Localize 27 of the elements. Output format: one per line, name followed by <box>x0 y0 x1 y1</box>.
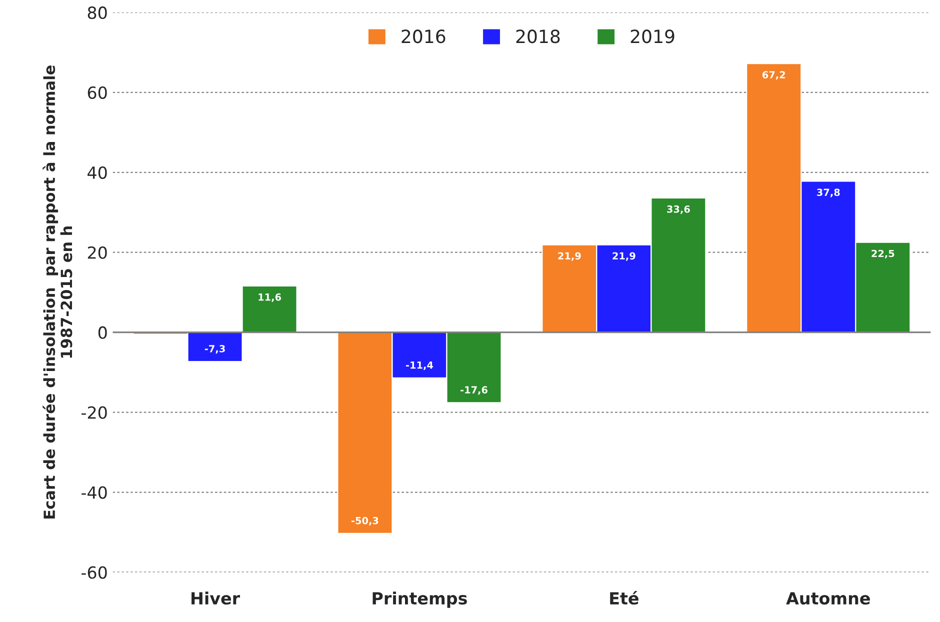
x-tick-label: Hiver <box>192 592 240 605</box>
data-label: 67,2 <box>762 71 786 80</box>
x-tick-label: Printemps <box>372 592 467 608</box>
legend-label: 2019 <box>630 30 674 44</box>
data-label: 22,5 <box>872 250 894 258</box>
data-label: -50,3 <box>351 516 378 526</box>
legend-label: 2018 <box>516 30 560 44</box>
data-label: 37,8 <box>817 188 840 198</box>
data-label: -7,3 <box>204 344 225 354</box>
legend-label: 2016 <box>402 30 446 44</box>
data-label: -17,6 <box>460 386 488 395</box>
x-tick-label: Eté <box>610 591 638 605</box>
x-tick-label: Automne <box>786 592 870 605</box>
data-label: -11,4 <box>406 362 434 370</box>
data-label: 21,9 <box>558 252 581 261</box>
data-label: 33,6 <box>667 205 690 214</box>
data-label: 11,6 <box>258 293 282 302</box>
data-label: 21,9 <box>612 252 636 261</box>
y-tick-label: 40 <box>88 166 107 179</box>
y-tick-label: 20 <box>88 246 107 259</box>
y-tick-label: -20 <box>82 406 107 419</box>
y-tick-label: 80 <box>88 6 107 20</box>
y-axis-title: Ecart de durée d'insolation par rapport à la normale 1987-2015 en h <box>42 66 72 518</box>
y-tick-label: 60 <box>88 86 107 99</box>
y-tick-label: -60 <box>82 566 107 579</box>
y-tick-label: -40 <box>82 486 107 499</box>
y-tick-label: 0 <box>98 326 107 339</box>
